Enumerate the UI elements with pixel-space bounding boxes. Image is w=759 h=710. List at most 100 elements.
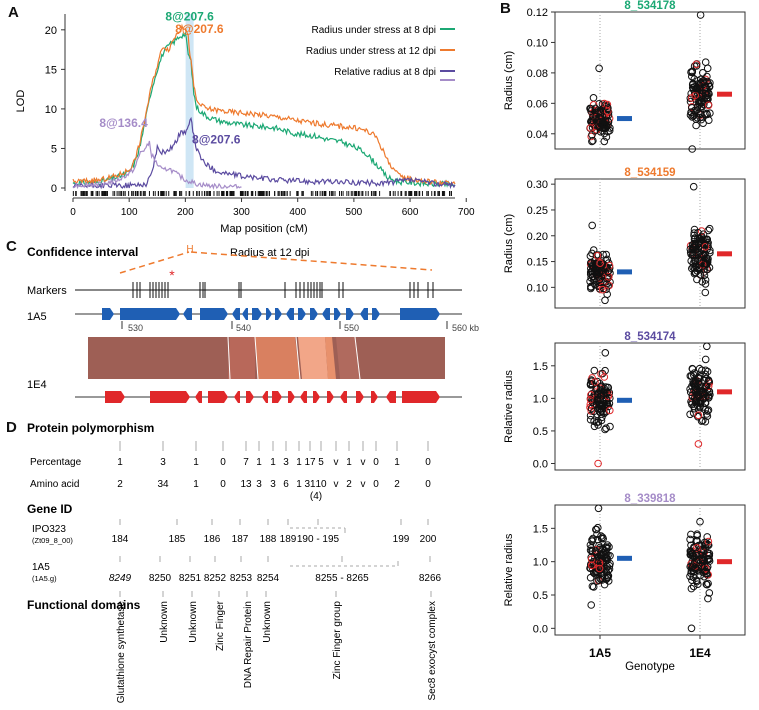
data-point — [603, 275, 611, 283]
data-point — [702, 235, 711, 244]
percentage-value: v — [334, 457, 339, 468]
data-point — [702, 109, 711, 118]
x-tick-label: 100 — [121, 207, 138, 218]
data-point — [595, 564, 604, 573]
y-tick-label: 0.0 — [533, 623, 548, 635]
gene-arrow-1e4 — [371, 391, 378, 403]
y-axis-label: Radius (cm) — [503, 214, 515, 273]
a5-gene-id: 8249 — [109, 573, 132, 584]
data-point — [594, 421, 602, 429]
mean-marker — [617, 269, 632, 275]
data-point — [701, 355, 710, 364]
data-point — [701, 370, 710, 379]
gene-arrow-1e4 — [288, 391, 295, 403]
data-point — [692, 262, 701, 271]
data-point — [701, 243, 710, 251]
amino-acid-value: 3 — [270, 479, 276, 490]
synteny-seam — [295, 336, 301, 380]
polymorphism-table: Protein polymorphism Percentage Amino ac… — [27, 421, 442, 704]
functional-domain-label: Zinc Finger — [215, 600, 226, 651]
y-tick-label: 0.30 — [527, 179, 548, 191]
data-point — [705, 589, 714, 597]
panel-b: 8_534178 0.04 0.06 0.08 0.10 0.12 Radius (cm) 8… — [490, 0, 759, 705]
data-point — [593, 252, 602, 260]
amino-acid-value: 2 — [346, 479, 352, 490]
data-point — [690, 235, 699, 244]
data-point — [701, 417, 710, 426]
mean-marker — [717, 559, 732, 565]
legend-label: Radius under stress at 12 dpi — [306, 46, 436, 57]
amino-acid-value: v — [334, 479, 339, 490]
gene-arrow-1a5 — [252, 308, 262, 320]
data-point — [605, 273, 613, 281]
data-point — [686, 372, 695, 380]
data-point — [687, 89, 695, 98]
data-point — [703, 342, 711, 351]
functional-domain-label: DNA Repair Protein — [243, 601, 254, 688]
data-point — [689, 182, 698, 191]
plot-frame — [554, 504, 746, 636]
data-point — [600, 373, 609, 381]
data-point — [705, 116, 713, 124]
data-point — [705, 549, 714, 558]
marker-title: 8_534159 — [624, 167, 675, 179]
gene-arrow-1a5 — [298, 308, 306, 320]
synteny-seam — [254, 336, 259, 380]
data-point — [604, 104, 612, 112]
data-point — [593, 553, 602, 561]
data-point — [601, 349, 610, 357]
x-tick-label: 1E4 — [689, 646, 711, 660]
synteny-segment — [325, 337, 336, 379]
data-point — [596, 127, 605, 136]
data-point — [687, 567, 696, 576]
data-point — [586, 104, 594, 113]
data-point — [703, 64, 712, 73]
data-point — [586, 541, 595, 549]
percentage-value: 1 — [256, 457, 262, 468]
data-point — [699, 546, 708, 555]
data-point — [594, 523, 602, 532]
y-tick-label: 0.5 — [533, 590, 548, 602]
data-point — [701, 406, 709, 414]
data-point — [706, 109, 714, 117]
mean-marker — [717, 251, 732, 257]
percentage-value: 0 — [220, 457, 226, 468]
data-point — [587, 284, 595, 293]
data-point — [603, 541, 612, 549]
synteny-segment — [228, 337, 255, 379]
data-point — [690, 111, 699, 119]
percentage-value: 7 — [243, 457, 249, 468]
data-point — [606, 422, 614, 431]
y-tick-label: 0.10 — [527, 282, 548, 294]
ipo323-gene-id: 199 — [393, 534, 410, 545]
ci-bracket: H — [186, 244, 193, 255]
data-point — [701, 280, 710, 288]
mean-marker — [717, 91, 732, 97]
y-tick-label: 15 — [45, 64, 57, 76]
markers-label: Markers — [27, 285, 67, 297]
y-tick-label: 0.20 — [527, 231, 548, 243]
data-point — [692, 62, 701, 70]
functional-domain-label: Glutathione synthetase — [116, 601, 127, 704]
data-point — [587, 119, 596, 127]
y-tick-label: 0.08 — [527, 68, 548, 80]
percentage-value: 1 — [296, 457, 302, 468]
gene-arrow-1a5 — [242, 308, 248, 320]
y-tick-label: 0.06 — [527, 98, 548, 110]
gene-arrow-1e4 — [356, 391, 364, 403]
functional-domain-label: Unknown — [188, 601, 199, 643]
y-tick-label: 0.15 — [527, 257, 548, 269]
x-tick-label: 700 — [458, 207, 475, 218]
y-tick-label: 0 — [51, 183, 57, 195]
gene-arrow-1a5 — [232, 308, 240, 320]
synteny-seam — [354, 336, 361, 380]
a5-gene-id: 8254 — [257, 573, 280, 584]
data-point — [701, 288, 710, 297]
a5-gene-id: 8266 — [419, 573, 442, 584]
percentage-value: 1 — [117, 457, 123, 468]
data-point — [590, 422, 599, 431]
gene-arrow-1a5 — [334, 308, 341, 320]
panel-c: Confidence interval Radius at 12 dpi Mar… — [0, 238, 490, 418]
amino-acid-value: 1 — [296, 479, 302, 490]
data-point — [692, 121, 700, 130]
